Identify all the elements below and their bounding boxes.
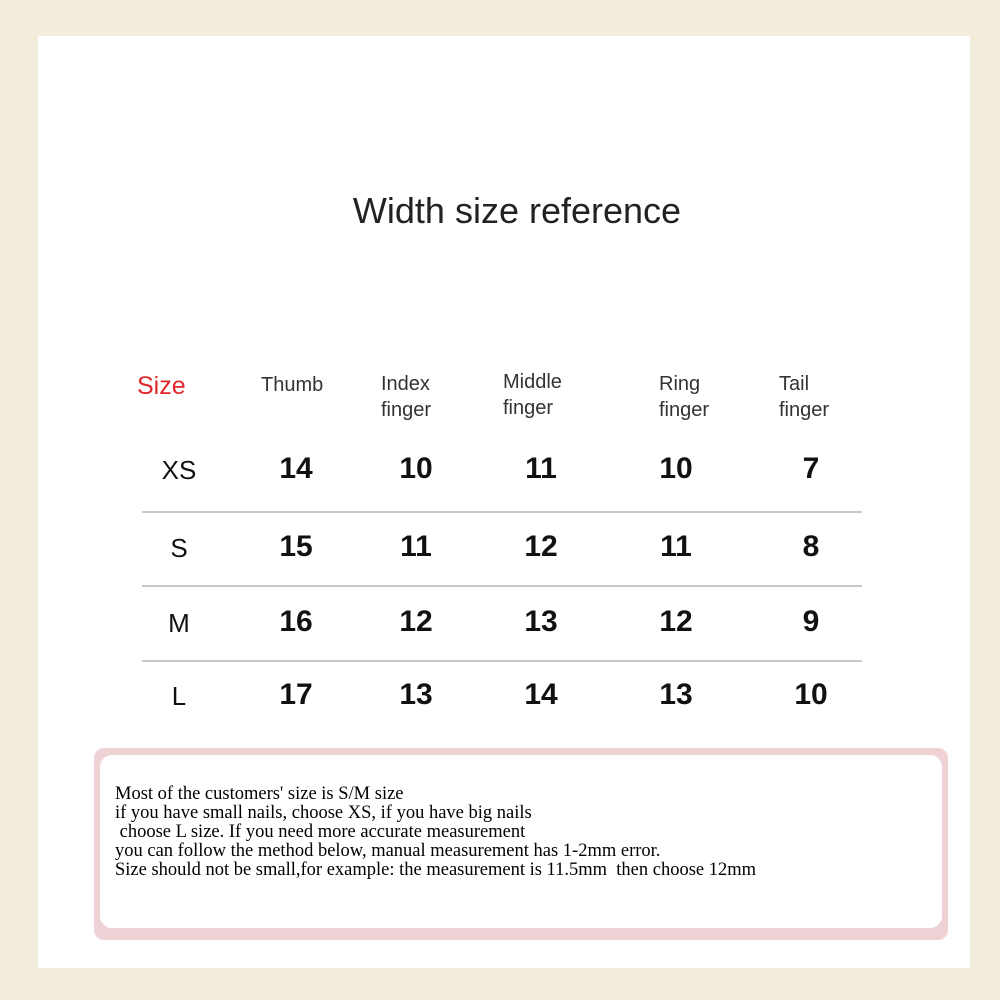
- column-header: Middle finger: [503, 369, 562, 421]
- row-divider: [142, 585, 862, 587]
- table-cell: 14: [524, 678, 558, 711]
- header-line: Tail: [779, 373, 810, 395]
- page-title: Width size reference: [352, 190, 682, 231]
- table-cell: 11: [400, 530, 432, 563]
- table-cell: 15: [279, 530, 313, 563]
- column-header: Index finger: [381, 371, 431, 423]
- table-cell: 10: [794, 678, 828, 711]
- note-line: Size should not be small,for example: th…: [115, 860, 757, 880]
- table-cell: 10: [659, 452, 693, 485]
- table-cell: 13: [659, 678, 693, 711]
- row-divider: [142, 511, 862, 513]
- table-cell: 12: [524, 530, 558, 563]
- table-cell: 13: [399, 678, 433, 711]
- table-cell: 14: [279, 452, 313, 485]
- header-line: finger: [779, 399, 830, 421]
- note-line: choose L size. If you need more accurate…: [115, 822, 526, 842]
- column-header: Size: [137, 373, 186, 399]
- table-cell: 12: [399, 605, 433, 638]
- note-line: if you have small nails, choose XS, if y…: [115, 803, 532, 823]
- header-line: finger: [659, 399, 710, 421]
- table-cell: 11: [660, 530, 692, 563]
- header-line: Index: [381, 373, 430, 395]
- column-header: Thumb: [261, 372, 323, 398]
- header-line: finger: [503, 397, 554, 419]
- table-cell: 8: [802, 530, 820, 563]
- row-size-label: M: [168, 608, 190, 638]
- column-header: Ring finger: [659, 371, 709, 423]
- header-line: Middle: [503, 371, 562, 393]
- note-text: Most of the customers' size is S/M size i…: [115, 785, 756, 880]
- table-cell: 7: [802, 452, 820, 485]
- table-cell: 16: [279, 605, 313, 638]
- note-box: [100, 755, 942, 928]
- table-cell: 9: [802, 605, 820, 638]
- header-line: Ring: [659, 373, 701, 395]
- table-cell: 10: [399, 452, 433, 485]
- row-divider: [142, 660, 862, 662]
- header-line: finger: [381, 399, 432, 421]
- table-cell: 17: [279, 678, 313, 711]
- column-header: Tail finger: [779, 371, 829, 423]
- note-line: you can follow the method below, manual …: [115, 841, 661, 861]
- row-size-label: XS: [161, 455, 197, 485]
- row-size-label: S: [170, 533, 188, 563]
- table-cell: 13: [524, 605, 558, 638]
- row-size-label: L: [171, 681, 187, 711]
- header-line: Size: [137, 372, 186, 400]
- table-cell: 11: [525, 452, 557, 485]
- note-line: Most of the customers' size is S/M size: [115, 784, 404, 804]
- header-line: Thumb: [261, 374, 324, 396]
- table-cell: 12: [659, 605, 693, 638]
